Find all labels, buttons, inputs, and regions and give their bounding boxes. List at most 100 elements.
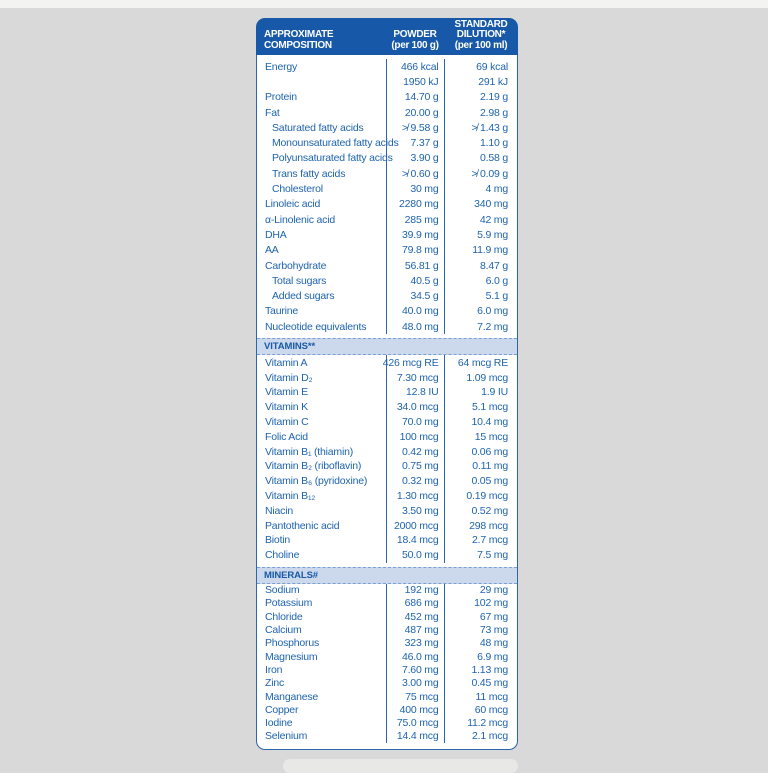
- row-label: Energy: [265, 60, 298, 73]
- table-row: Saturated fatty acids ≯ 9.58 g ≯ 1.43 g: [257, 120, 517, 136]
- table-row: Biotin 18.4 mcg 2.7 mcg: [257, 532, 517, 548]
- row-label: Vitamin B₂ (riboflavin): [265, 460, 362, 473]
- table-row: Folic Acid 100 mcg 15 mcg: [257, 429, 518, 445]
- row-label: Vitamin C: [265, 415, 309, 428]
- table-header: APPROXIMATE COMPOSITION POWDER (per 100 …: [256, 18, 518, 55]
- header-line: (per 100 ml): [454, 39, 508, 51]
- dilution-value: 0.05 mg: [443, 473, 518, 489]
- powder-value: 34.5 g: [385, 288, 444, 304]
- row-label: Vitamin B₁ (thiamin): [265, 445, 354, 458]
- row-label: AA: [265, 244, 279, 257]
- row-label: Niacin: [265, 504, 293, 517]
- table-row: Carbohydrate 56.81 g 8.47 g: [257, 257, 518, 274]
- table-row: Copper 400 mcg 60 mcg: [257, 703, 517, 717]
- dilution-value: 11 mcg: [443, 689, 518, 704]
- table-row: 1950 kJ 291 kJ: [257, 74, 517, 90]
- powder-value: 12.8 IU: [385, 384, 444, 400]
- dilution-value: 102 mg: [443, 596, 518, 611]
- header-composition-column: APPROXIMATE COMPOSITION: [256, 18, 386, 55]
- powder-value: 14.4 mcg: [385, 729, 444, 744]
- powder-value: 3.00 mg: [385, 676, 444, 690]
- powder-value: 7.30 mcg: [385, 370, 444, 385]
- table-row: Pantothenic acid 2000 mcg 298 mcg: [257, 518, 517, 533]
- row-label: Manganese: [265, 690, 319, 703]
- dilution-value: 1.9 IU: [443, 384, 518, 400]
- top-strip: [0, 0, 768, 8]
- table-row: Trans fatty acids ≯ 0.60 g ≯ 0.09 g: [257, 166, 518, 182]
- powder-value: 323 mg: [385, 636, 444, 650]
- powder-value: 56.81 g: [385, 257, 444, 274]
- powder-value: ≯ 0.60 g: [385, 166, 444, 182]
- dilution-value: 0.58 g: [443, 150, 518, 167]
- powder-value: 70.0 mg: [385, 414, 444, 430]
- row-label: Zinc: [265, 677, 285, 690]
- powder-value: 0.75 mg: [385, 458, 444, 474]
- dilution-value: 11.2 mcg: [443, 716, 518, 730]
- row-label: Magnesium: [265, 650, 318, 663]
- table-row: Vitamin C 70.0 mg 10.4 mg: [257, 414, 517, 430]
- powder-value: 285 mg: [385, 211, 444, 228]
- table-row: Total sugars 40.5 g 6.0 g: [257, 273, 517, 289]
- dilution-value: 6.0 mg: [443, 303, 518, 320]
- row-label: Polyunsaturated fatty acids: [272, 152, 393, 165]
- row-label: Iron: [265, 663, 283, 676]
- table-row: Vitamin E 12.8 IU 1.9 IU: [257, 384, 518, 400]
- powder-value: 2280 mg: [385, 196, 444, 212]
- dilution-value: 11.9 mg: [443, 242, 518, 258]
- row-label: Total sugars: [272, 274, 327, 287]
- powder-value: 40.5 g: [385, 273, 444, 289]
- dilution-value: 8.47 g: [443, 257, 518, 274]
- powder-value: 46.0 mg: [385, 649, 444, 664]
- dilution-value: 73 mg: [443, 623, 518, 637]
- dilution-value: 48 mg: [443, 636, 518, 650]
- row-label: Potassium: [265, 597, 313, 610]
- dilution-value: 29 mg: [443, 583, 518, 597]
- table-row: Monounsaturated fatty acids 7.37 g 1.10 g: [257, 135, 517, 151]
- table-row: Cholesterol 30 mg 4 mg: [257, 181, 518, 197]
- table-body: Energy 466 kcal 69 kcal 1950 kJ 291 kJ Protei…: [256, 55, 518, 751]
- header-line: (per 100 g): [391, 39, 439, 51]
- table-row: Chloride 452 mg 67 mg: [257, 610, 518, 624]
- row-label: Biotin: [265, 534, 291, 547]
- dilution-value: 0.52 mg: [443, 503, 518, 519]
- powder-value: 14.70 g: [385, 89, 444, 105]
- table-row: Potassium 686 mg 102 mg: [257, 596, 518, 611]
- table-row: Niacin 3.50 mg 0.52 mg: [257, 503, 518, 519]
- table-row: Taurine 40.0 mg 6.0 mg: [257, 303, 518, 320]
- dilution-value: 7.5 mg: [443, 547, 518, 563]
- powder-value: 39.9 mg: [385, 227, 444, 243]
- dilution-value: ≯ 0.09 g: [443, 166, 518, 182]
- bottom-decorative-shape: [283, 759, 518, 773]
- dilution-value: 340 mg: [443, 196, 518, 212]
- powder-value: 48.0 mg: [385, 319, 444, 335]
- table-row: Linoleic acid 2280 mg 340 mg: [257, 196, 518, 212]
- table-row: Nucleotide equivalents 48.0 mg 7.2 mg: [257, 319, 517, 335]
- row-label: Chloride: [265, 610, 303, 623]
- table-row: Zinc 3.00 mg 0.45 mg: [257, 676, 517, 690]
- powder-value: 75.0 mcg: [385, 716, 444, 730]
- row-label: Saturated fatty acids: [272, 121, 364, 134]
- header-line: APPROXIMATE: [264, 29, 334, 40]
- dilution-value: 1.13 mg: [443, 663, 518, 677]
- section-header-vitamins: VITAMINS**: [257, 338, 517, 356]
- row-label: Vitamin B₆ (pyridoxine): [265, 475, 368, 488]
- dilution-value: 4 mg: [443, 181, 518, 197]
- nutrition-table: APPROXIMATE COMPOSITION POWDER (per 100 …: [256, 18, 518, 751]
- table-row: Iron 7.60 mg 1.13 mg: [257, 663, 518, 677]
- dilution-value: 5.1 mcg: [443, 399, 518, 415]
- table-row: Added sugars 34.5 g 5.1 g: [257, 288, 517, 304]
- dilution-value: 0.11 mg: [443, 458, 518, 474]
- header-line: DILUTION*: [456, 29, 506, 40]
- dilution-value: 5.9 mg: [443, 227, 518, 243]
- dilution-value: 67 mg: [443, 610, 518, 624]
- dilution-value: 15 mcg: [443, 429, 518, 445]
- table-row: Sodium 192 mg 29 mg: [257, 583, 518, 597]
- powder-value: 50.0 mg: [385, 547, 444, 563]
- row-label: Iodine: [265, 717, 293, 730]
- powder-value: 2000 mcg: [385, 518, 444, 533]
- row-label: DHA: [265, 228, 287, 241]
- table-row: Vitamin B₁ (thiamin) 0.42 mg 0.06 mg: [257, 444, 517, 459]
- section-vitamins: Vitamin A 426 mcg RE 64 mcg RE Vitamin D₂ 7.…: [257, 355, 518, 563]
- dilution-value: 64 mcg RE: [443, 355, 518, 371]
- dilution-value: 0.06 mg: [443, 444, 518, 459]
